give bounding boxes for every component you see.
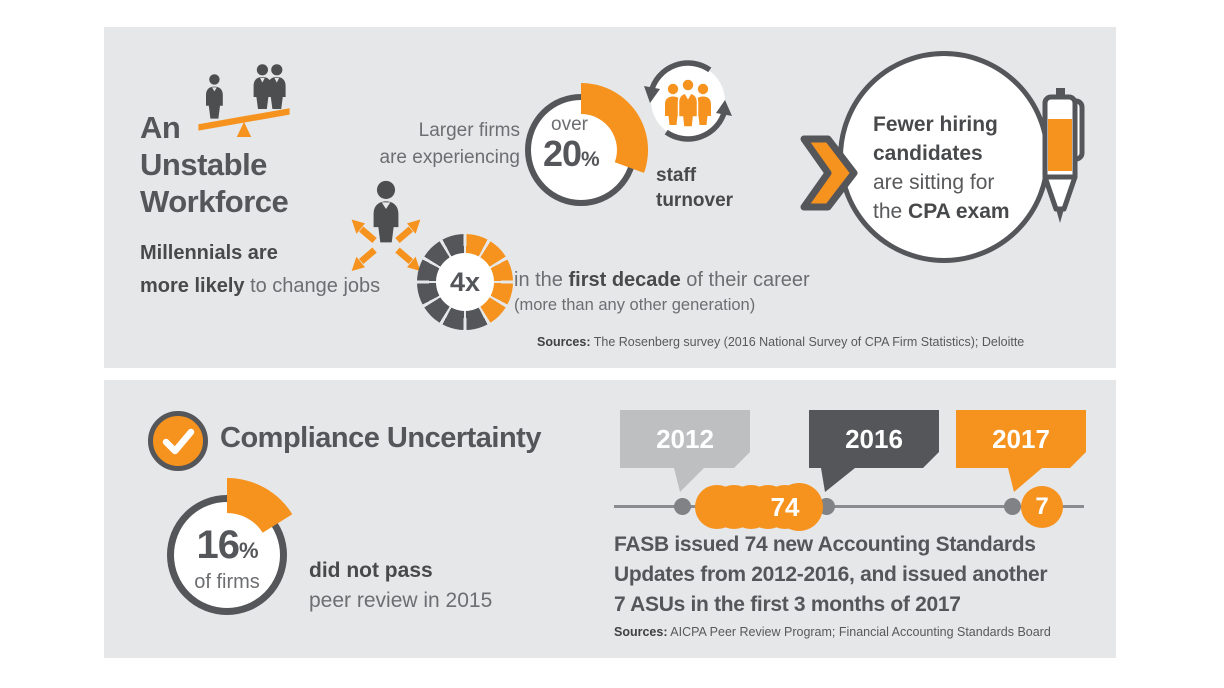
sources-top: Sources: The Rosenberg survey (2016 Nati…	[537, 335, 1025, 349]
section-title: Compliance Uncertainty	[220, 422, 541, 454]
unstable-workforce-panel: An Unstable Workforce Larger firms are e…	[104, 27, 1116, 368]
speech-bubble-2016: 2016	[809, 410, 939, 492]
peer-review-donut-arc	[227, 478, 293, 533]
asu-cluster-segment	[775, 483, 823, 531]
page-title: An Unstable Workforce	[140, 109, 289, 220]
decade-caption: in the first decade of their career (mor…	[514, 269, 810, 314]
title-line: An	[140, 110, 181, 145]
staff-turnover-icon	[644, 60, 732, 142]
title-line: Unstable	[140, 147, 267, 182]
peer-review-caption: did not pass peer review in 2015	[309, 559, 493, 612]
peer-review-donut-chart: 16% of firms	[167, 495, 287, 615]
sources-bottom: Sources: AICPA Peer Review Program; Fina…	[614, 625, 1051, 639]
speech-bubble-2017: 2017	[956, 410, 1086, 492]
turnover-percent: 20%	[543, 133, 600, 174]
cpa-exam-circle: Fewer hiring candidates are sitting for …	[838, 51, 1050, 263]
cpa-exam-text: Fewer hiring candidates are sitting for …	[873, 113, 1010, 223]
staff-turnover-label: staff turnover	[656, 165, 734, 211]
larger-firms-caption: Larger firms are experiencing	[379, 120, 520, 168]
job-change-multiplier: 4x	[436, 253, 494, 311]
compliance-uncertainty-panel: Compliance Uncertainty 16% of firms did …	[104, 380, 1116, 658]
job-change-donut-chart: 4x	[417, 234, 513, 330]
pen-icon	[1042, 88, 1085, 223]
asu-count-2017-marker: 7	[1021, 486, 1063, 528]
seesaw-people-icon	[198, 64, 290, 137]
turnover-over-label: over	[551, 114, 588, 135]
peer-review-percent: 16%	[196, 523, 258, 567]
timeline-dot-2012	[674, 498, 691, 515]
title-line: Workforce	[140, 184, 289, 219]
chevron-right-icon	[800, 135, 858, 211]
fasb-caption: FASB issued 74 new Accounting Standards …	[614, 533, 1048, 616]
millennials-caption: Millennials are more likely to change jo…	[140, 242, 381, 297]
turnover-donut-arc	[581, 82, 649, 173]
speech-bubble-2012: 2012	[620, 410, 750, 492]
person-arrows-icon	[351, 180, 421, 272]
timeline-axis	[614, 505, 1084, 508]
asu-count-2012-2016: 74	[770, 492, 800, 522]
of-firms-label: of firms	[194, 571, 260, 593]
timeline-dot-2017	[1004, 498, 1021, 515]
checkmark-icon	[148, 411, 208, 471]
